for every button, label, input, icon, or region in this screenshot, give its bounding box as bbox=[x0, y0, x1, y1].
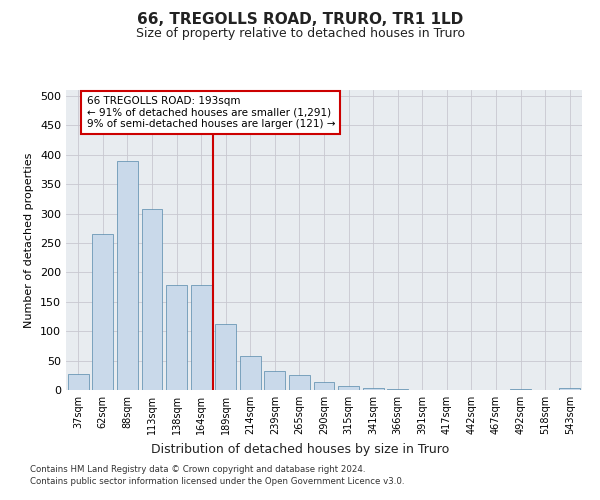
Bar bbox=[265, 370, 286, 390]
Bar bbox=[215, 324, 236, 390]
Bar bbox=[142, 209, 163, 390]
Text: Contains public sector information licensed under the Open Government Licence v3: Contains public sector information licen… bbox=[30, 477, 404, 486]
Bar bbox=[314, 382, 334, 390]
Bar bbox=[166, 286, 187, 390]
Bar bbox=[559, 388, 580, 390]
Text: Contains HM Land Registry data © Crown copyright and database right 2024.: Contains HM Land Registry data © Crown c… bbox=[30, 466, 365, 474]
Text: Size of property relative to detached houses in Truro: Size of property relative to detached ho… bbox=[136, 28, 464, 40]
Text: 66 TREGOLLS ROAD: 193sqm
← 91% of detached houses are smaller (1,291)
9% of semi: 66 TREGOLLS ROAD: 193sqm ← 91% of detach… bbox=[86, 96, 335, 129]
Bar bbox=[191, 286, 212, 390]
Bar bbox=[289, 376, 310, 390]
Bar bbox=[68, 374, 89, 390]
Text: 66, TREGOLLS ROAD, TRURO, TR1 1LD: 66, TREGOLLS ROAD, TRURO, TR1 1LD bbox=[137, 12, 463, 28]
Bar bbox=[362, 388, 383, 390]
Bar bbox=[338, 386, 359, 390]
Bar bbox=[117, 160, 138, 390]
Y-axis label: Number of detached properties: Number of detached properties bbox=[25, 152, 34, 328]
Text: Distribution of detached houses by size in Truro: Distribution of detached houses by size … bbox=[151, 442, 449, 456]
Bar bbox=[240, 356, 261, 390]
Bar bbox=[92, 234, 113, 390]
